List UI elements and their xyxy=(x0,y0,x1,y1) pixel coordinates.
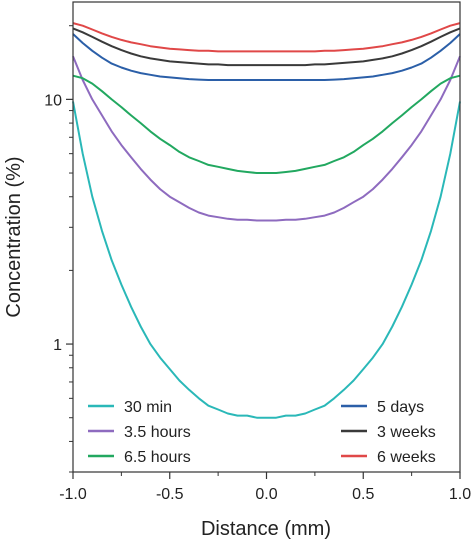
legend-label: 5 days xyxy=(377,399,424,416)
legend-item-4: 3 weeks xyxy=(341,424,436,441)
series-line-4 xyxy=(72,27,461,67)
x-tick-label: 1.0 xyxy=(449,486,471,503)
legend: 30 min 3.5 hours 6.5 hours 5 days 3 weeks 6 w… xyxy=(88,399,436,466)
legend-label: 6 weeks xyxy=(377,449,436,466)
y-tick-label: 1 xyxy=(53,337,62,354)
series-line-1 xyxy=(72,55,461,222)
legend-label: 3.5 hours xyxy=(124,424,191,441)
x-tick-label: -1.0 xyxy=(59,486,87,503)
series-line-2 xyxy=(72,74,461,174)
x-tick-label: -0.5 xyxy=(156,486,184,503)
y-axis-ticks: 1 10 xyxy=(44,25,73,473)
legend-item-0: 30 min xyxy=(88,399,172,416)
x-axis-title: Distance (mm) xyxy=(201,518,331,540)
legend-item-2: 6.5 hours xyxy=(88,449,191,466)
x-axis-ticks: -1.0 -0.5 0.0 0.5 1.0 xyxy=(59,472,471,503)
legend-label: 3 weeks xyxy=(377,424,436,441)
y-axis-title: Concentration (%) xyxy=(3,156,25,317)
series-line-3 xyxy=(72,33,461,81)
legend-label: 6.5 hours xyxy=(124,449,191,466)
y-tick-label: 10 xyxy=(44,92,62,109)
x-tick-label: 0.0 xyxy=(255,486,277,503)
series-line-0 xyxy=(72,101,461,419)
plot-lines xyxy=(72,22,461,419)
legend-item-3: 5 days xyxy=(341,399,424,416)
legend-item-5: 6 weeks xyxy=(341,449,436,466)
legend-label: 30 min xyxy=(124,399,172,416)
x-tick-label: 0.5 xyxy=(352,486,374,503)
series-line-5 xyxy=(72,22,461,53)
legend-item-1: 3.5 hours xyxy=(88,424,191,441)
